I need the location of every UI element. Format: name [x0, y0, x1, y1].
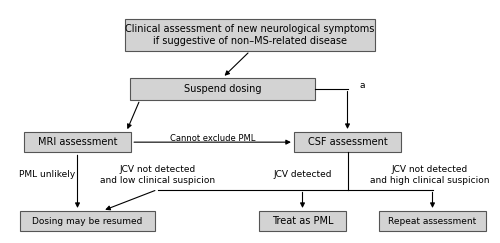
- FancyBboxPatch shape: [130, 78, 315, 100]
- Text: Treat as PML: Treat as PML: [272, 216, 333, 226]
- FancyBboxPatch shape: [259, 211, 346, 231]
- Text: CSF assessment: CSF assessment: [308, 137, 388, 147]
- FancyBboxPatch shape: [20, 211, 155, 231]
- Text: Repeat assessment: Repeat assessment: [388, 217, 476, 226]
- Text: JCV not detected
and low clinical suspicion: JCV not detected and low clinical suspic…: [100, 165, 215, 185]
- Text: Dosing may be resumed: Dosing may be resumed: [32, 217, 142, 226]
- Text: JCV not detected
and high clinical suspicion: JCV not detected and high clinical suspi…: [370, 165, 490, 185]
- FancyBboxPatch shape: [379, 211, 486, 231]
- Text: JCV detected: JCV detected: [273, 170, 332, 180]
- Text: PML unlikely: PML unlikely: [20, 170, 76, 180]
- Text: a: a: [360, 80, 366, 90]
- Text: MRI assessment: MRI assessment: [38, 137, 117, 147]
- FancyBboxPatch shape: [294, 132, 401, 153]
- Text: Cannot exclude PML: Cannot exclude PML: [170, 134, 255, 144]
- FancyBboxPatch shape: [24, 132, 131, 153]
- FancyBboxPatch shape: [125, 19, 375, 51]
- Text: Clinical assessment of new neurological symptoms
if suggestive of non–MS-related: Clinical assessment of new neurological …: [126, 25, 374, 46]
- Text: Suspend dosing: Suspend dosing: [184, 84, 261, 94]
